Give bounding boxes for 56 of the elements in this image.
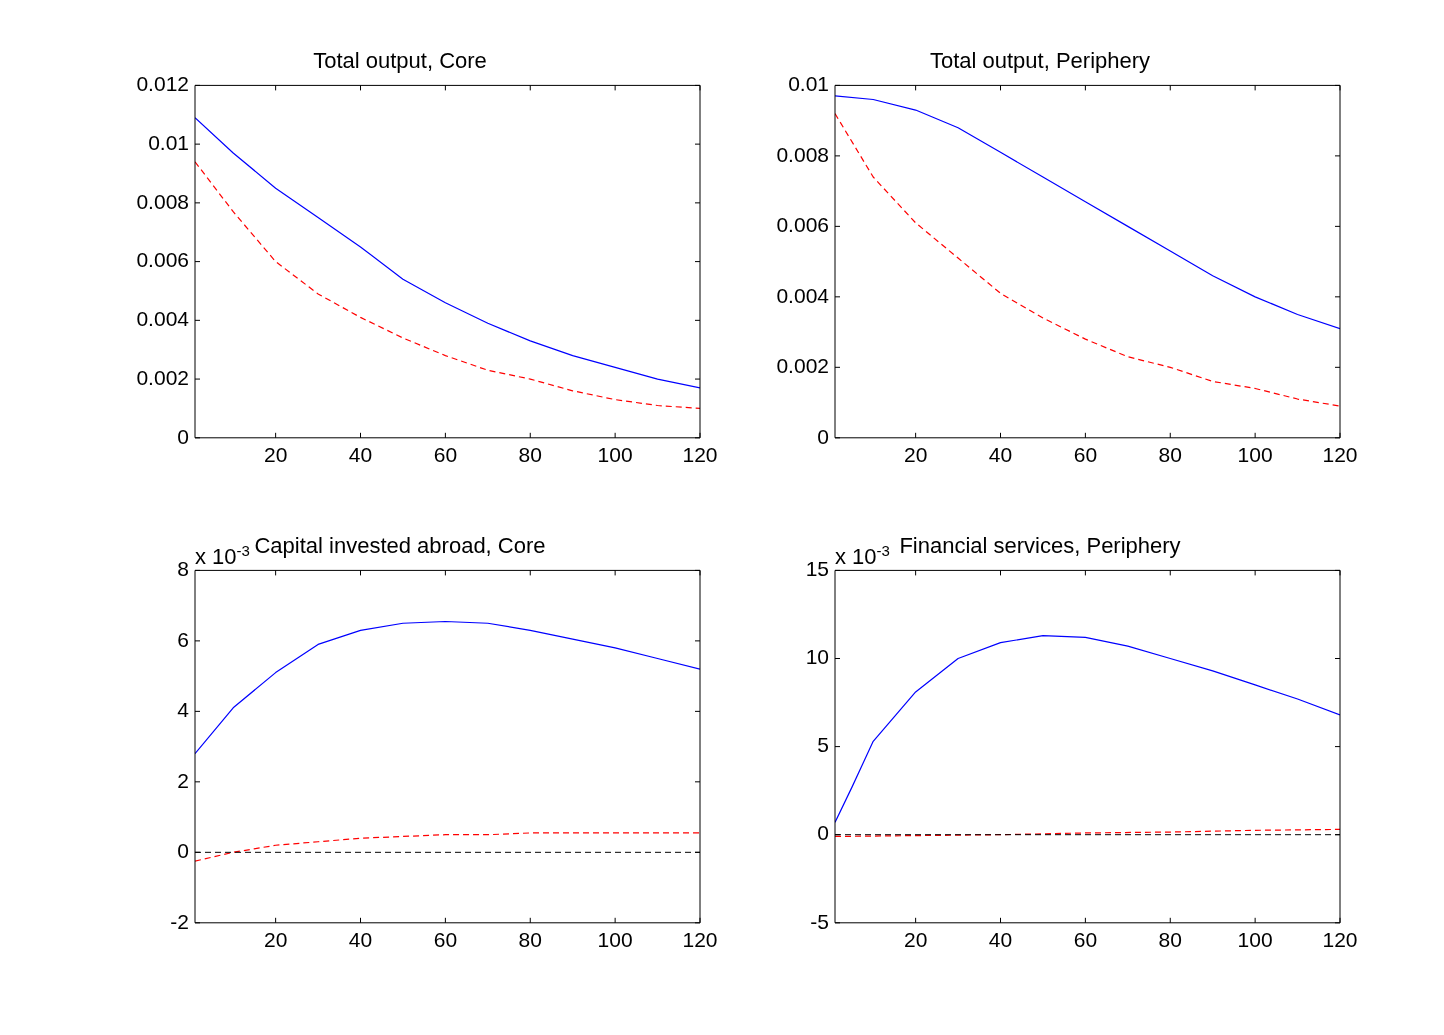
chart-title: Capital invested abroad, Core bbox=[254, 533, 546, 559]
x-tick-label: 20 bbox=[263, 443, 288, 467]
y-tick-label: -2 bbox=[170, 909, 189, 933]
x-tick-label: 40 bbox=[988, 443, 1013, 467]
y-tick-label: 0 bbox=[817, 424, 829, 448]
y-tick-label: 0.002 bbox=[776, 354, 829, 378]
y-tick-label: 5 bbox=[817, 733, 829, 757]
y-tick-label: 0.012 bbox=[136, 72, 189, 96]
y-tick-label: 0.008 bbox=[776, 142, 829, 166]
y-tick-label: 10 bbox=[805, 645, 829, 669]
y-tick-label: 0.01 bbox=[148, 130, 189, 154]
x-tick-label: 80 bbox=[1158, 443, 1182, 467]
x-tick-label: 60 bbox=[433, 928, 458, 952]
y-tick-label: 2 bbox=[177, 768, 189, 792]
x-tick-label: 60 bbox=[1073, 928, 1098, 952]
y-tick-label: 0 bbox=[177, 424, 189, 448]
y-tick-label: 0.004 bbox=[776, 283, 830, 307]
chart-title: Total output, Periphery bbox=[929, 48, 1151, 74]
y-tick-label: 4 bbox=[177, 698, 190, 722]
x-tick-label: 60 bbox=[433, 443, 458, 467]
x-tick-label: 40 bbox=[348, 928, 373, 952]
x-tick-label: 40 bbox=[348, 443, 373, 467]
y-tick-label: 0.008 bbox=[136, 189, 189, 213]
x-tick-label: 80 bbox=[518, 928, 542, 952]
y-tick-label: 8 bbox=[177, 557, 189, 581]
y-tick-label: 0.002 bbox=[136, 365, 189, 389]
line-series bbox=[835, 828, 1340, 838]
y-tick-label: 0.01 bbox=[788, 72, 829, 96]
x-tick-label: 120 bbox=[1322, 928, 1358, 952]
x-tick-label: 80 bbox=[518, 443, 542, 467]
y-tick-label: -5 bbox=[810, 909, 829, 933]
x-tick-label: 80 bbox=[1158, 928, 1182, 952]
x-tick-label: 100 bbox=[1237, 928, 1273, 952]
line-series bbox=[195, 832, 700, 862]
y-tick-label: 6 bbox=[177, 627, 189, 651]
x-tick-label: 20 bbox=[903, 443, 928, 467]
line-series bbox=[835, 112, 1340, 407]
x-tick-label: 100 bbox=[597, 443, 633, 467]
y-tick-label: 0 bbox=[817, 821, 829, 845]
line-series bbox=[195, 161, 700, 410]
chart-title: Financial services, Periphery bbox=[899, 533, 1181, 559]
x-tick-label: 40 bbox=[988, 928, 1013, 952]
y-tick-label: 15 bbox=[805, 557, 829, 581]
y-tick-label: 0.006 bbox=[136, 248, 189, 272]
chart-title: Total output, Core bbox=[313, 48, 487, 74]
x-tick-label: 20 bbox=[263, 928, 288, 952]
x-tick-label: 20 bbox=[903, 928, 928, 952]
y-tick-label: 0.004 bbox=[136, 307, 190, 331]
x-tick-label: 120 bbox=[682, 443, 718, 467]
x-tick-label: 100 bbox=[1237, 443, 1273, 467]
x-tick-label: 60 bbox=[1073, 443, 1098, 467]
x-tick-label: 100 bbox=[597, 928, 633, 952]
x-tick-label: 120 bbox=[1322, 443, 1358, 467]
y-tick-label: 0.006 bbox=[776, 213, 829, 237]
y-tick-label: 0 bbox=[177, 839, 189, 863]
x-tick-label: 120 bbox=[682, 928, 718, 952]
